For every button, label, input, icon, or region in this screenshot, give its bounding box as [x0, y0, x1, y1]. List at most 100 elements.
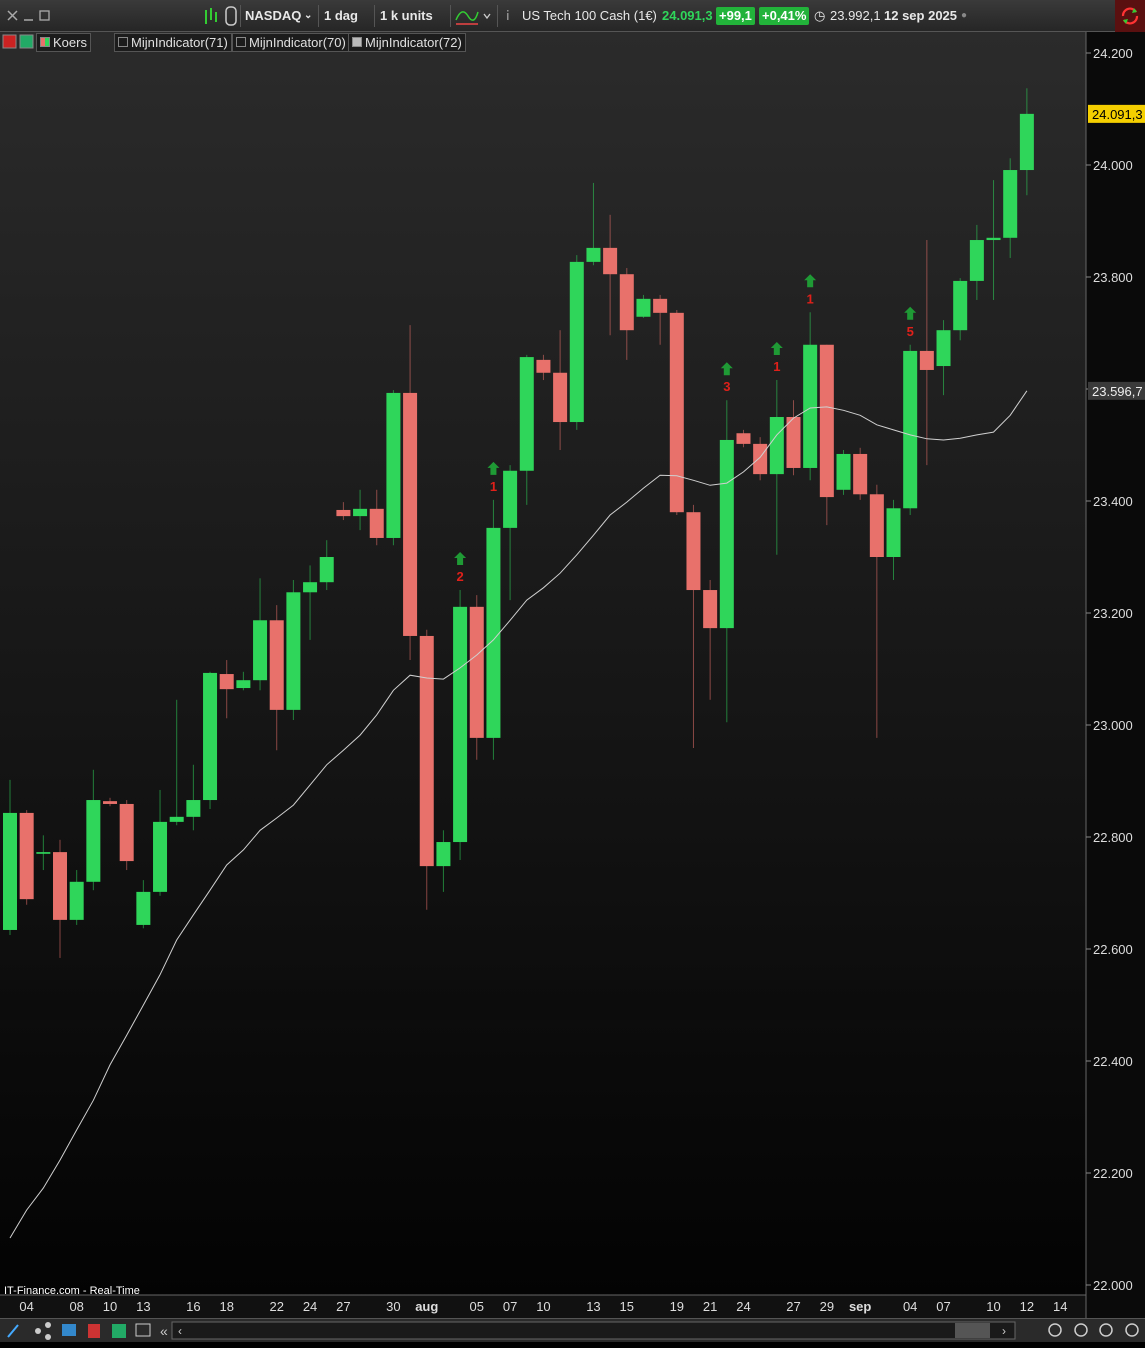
- signal-arrow: [720, 362, 733, 376]
- plot-area: [0, 32, 1086, 1295]
- candle-body: [119, 803, 134, 862]
- candle-body: [219, 674, 234, 690]
- x-tick-label: 22: [269, 1299, 283, 1314]
- svg-text:‹: ‹: [178, 1324, 182, 1338]
- chart-type-icon[interactable]: [200, 0, 240, 32]
- candle-body: [336, 509, 351, 517]
- candle-body: [69, 881, 84, 920]
- x-tick-label: 16: [186, 1299, 200, 1314]
- candle-body: [603, 247, 618, 275]
- signal-label: 1: [807, 291, 814, 306]
- candle-body: [553, 372, 568, 423]
- period[interactable]: 1 dag: [324, 8, 358, 23]
- svg-text:«: «: [160, 1323, 168, 1339]
- candle-body: [286, 592, 301, 710]
- candle-body: [536, 359, 551, 373]
- x-tick-label: 29: [820, 1299, 834, 1314]
- candle-body: [103, 801, 118, 804]
- symbol[interactable]: NASDAQ: [245, 8, 302, 23]
- candle-body: [719, 439, 734, 629]
- x-tick-label: 05: [470, 1299, 484, 1314]
- chart: IT-Finance.com - Real-Time 22.000 22.200 2…: [0, 32, 1145, 1318]
- x-tick-label: 24: [736, 1299, 750, 1314]
- refresh-icon[interactable]: [1115, 0, 1145, 32]
- signal-arrow: [454, 552, 467, 566]
- candle-body: [186, 800, 201, 817]
- candle-body: [936, 330, 951, 367]
- candle-body: [436, 842, 451, 867]
- candle-body: [1003, 170, 1018, 238]
- x-tick-label: 27: [786, 1299, 800, 1314]
- candle-body: [419, 635, 434, 867]
- y-tick-label: 22.800: [1093, 830, 1133, 845]
- candle-body: [453, 606, 468, 843]
- x-tick-label: 10: [536, 1299, 550, 1314]
- instrument: US Tech 100 Cash (1€): [522, 8, 657, 23]
- x-tick-label: 13: [136, 1299, 150, 1314]
- price-marker: [1088, 381, 1145, 400]
- candle-body: [919, 350, 934, 370]
- signal-arrow: [770, 342, 783, 356]
- date: 12 sep 2025: [884, 8, 958, 23]
- candle-body: [736, 433, 751, 444]
- signal-label: 1: [490, 479, 497, 494]
- x-tick-label: 04: [19, 1299, 33, 1314]
- legend-item[interactable]: MijnIndicator(72): [348, 33, 466, 52]
- bottom-toolbar: « ‹ ›: [0, 1318, 1145, 1342]
- candle-body: [786, 417, 801, 468]
- legend-item[interactable]: MijnIndicator(71): [114, 33, 232, 52]
- y-tick-label: 23.800: [1093, 270, 1133, 285]
- price-marker-label: 23.596,7: [1092, 384, 1143, 399]
- candle-body: [169, 816, 184, 822]
- candle-body: [19, 812, 34, 900]
- y-tick-label: 22.200: [1093, 1166, 1133, 1181]
- candle-body: [819, 344, 834, 498]
- candle-body: [619, 274, 634, 331]
- candle-body: [903, 350, 918, 509]
- prev-close: 23.992,1: [830, 8, 881, 23]
- x-tick-label: 08: [69, 1299, 83, 1314]
- y-tick-label: 24.000: [1093, 158, 1133, 173]
- x-tick-label: 12: [1020, 1299, 1034, 1314]
- x-tick-label: 07: [503, 1299, 517, 1314]
- x-tick-label: 10: [986, 1299, 1000, 1314]
- candle-body: [203, 672, 218, 801]
- window-controls: [7, 10, 50, 21]
- candle-body: [653, 298, 668, 313]
- x-tick-label: 19: [670, 1299, 684, 1314]
- candle-body: [753, 443, 768, 475]
- y-tick-label: 22.400: [1093, 1054, 1133, 1069]
- x-tick-label: aug: [415, 1299, 438, 1314]
- x-axis-area: [0, 1295, 1086, 1318]
- candle-body: [669, 312, 684, 513]
- candle-body: [803, 344, 818, 468]
- candle-body: [869, 494, 884, 557]
- candle-body: [86, 800, 101, 882]
- moving-average: [9, 390, 1028, 1239]
- signal-label: 5: [907, 324, 914, 339]
- x-tick-label: 21: [703, 1299, 717, 1314]
- legend-item[interactable]: Koers: [36, 33, 91, 52]
- candle-body: [836, 453, 851, 490]
- candle-body: [586, 247, 601, 262]
- candle-body: [3, 812, 17, 930]
- candle-body: [503, 470, 518, 528]
- change: +99,1: [716, 7, 755, 25]
- units[interactable]: 1 k units: [380, 8, 433, 23]
- y-tick-label: 23.000: [1093, 718, 1133, 733]
- candle-body: [36, 852, 51, 854]
- candle-body: [486, 527, 501, 738]
- candle-body: [53, 852, 68, 920]
- y-tick-label: 23.200: [1093, 606, 1133, 621]
- x-tick-label: 13: [586, 1299, 600, 1314]
- y-tick-label: 22.000: [1093, 1278, 1133, 1293]
- x-tick-label: 04: [903, 1299, 917, 1314]
- candle-body: [269, 620, 284, 710]
- candle-body: [403, 392, 418, 636]
- legend-item[interactable]: MijnIndicator(70): [232, 33, 350, 52]
- indicator-icon[interactable]: [452, 0, 502, 32]
- y-tick-label: 22.600: [1093, 942, 1133, 957]
- candle-body: [703, 590, 718, 629]
- candle-body: [469, 606, 484, 738]
